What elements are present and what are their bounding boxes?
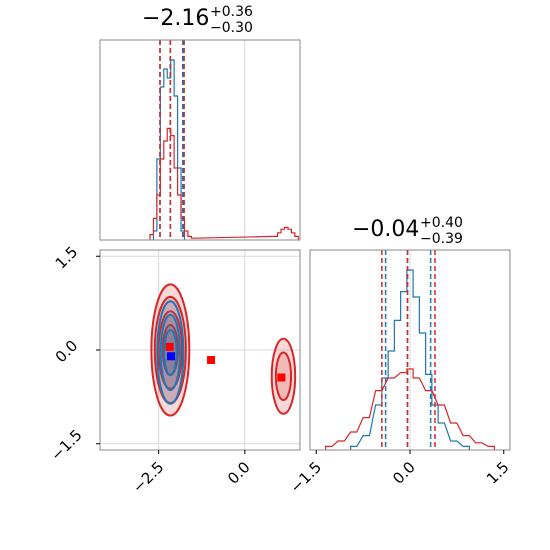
y-tick-label: −1.5 [47,426,85,464]
panel-joint-param-1-param-2: 1.5 0.0 −1.5 −2.5 0.0 [47,243,301,497]
title-param-2: −0.04 +0.40 −0.39 [352,215,463,247]
title-param-1-median: −2.16 [142,6,210,31]
y-tick-label: 0.0 [52,337,82,367]
marker-3 [277,373,286,382]
x-tick-label: 0.0 [224,458,254,488]
title-param-2-median: −0.04 [352,217,420,242]
x-tick-label: −2.5 [129,458,167,496]
hist-series-1 [149,127,299,240]
panel-marginal-param-2: −1.5 0.0 1.5 [287,249,513,497]
marker-2 [207,356,216,364]
title-param-2-upper-error: +0.40 [420,215,463,231]
y-tick-label: 1.5 [52,243,82,273]
x-tick-label: −1.5 [287,458,325,496]
hist-series-0 [152,59,186,240]
x-tick-label: 1.5 [483,458,513,488]
marker-1 [167,352,176,361]
title-param-1-upper-error: +0.36 [210,4,253,20]
title-param-1-lower-error: −0.30 [210,20,253,36]
axes-frame [99,39,301,241]
hist-series-1 [325,368,495,450]
title-param-1: −2.16 +0.36 −0.30 [142,4,253,36]
hist-series-0 [350,269,470,450]
panel-marginal-param-1 [99,39,301,241]
marker-0 [165,342,174,351]
x-tick-label: 0.0 [389,458,419,488]
title-param-2-lower-error: −0.39 [420,231,463,247]
